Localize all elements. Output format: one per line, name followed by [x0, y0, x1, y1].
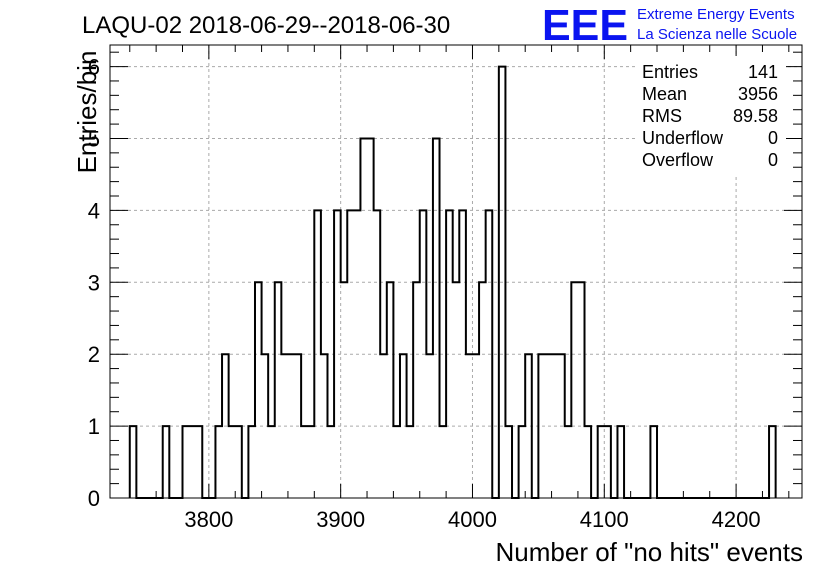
x-axis-label: Number of "no hits" events — [496, 537, 804, 567]
y-tick-label: 2 — [88, 342, 100, 367]
x-tick-label: 4000 — [448, 507, 497, 532]
y-tick-label: 1 — [88, 414, 100, 439]
y-tick-label: 4 — [88, 198, 100, 223]
x-tick-label: 3800 — [184, 507, 233, 532]
logo-tagline-2: La Scienza nelle Scuole — [637, 26, 797, 43]
y-tick-label: 0 — [88, 486, 100, 511]
y-axis-label: Entries/bin — [72, 51, 102, 174]
y-tick-label: 6 — [88, 55, 100, 80]
stats-label: Underflow — [642, 128, 724, 148]
y-tick-label: 5 — [88, 126, 100, 151]
stats-label: Mean — [642, 84, 687, 104]
stats-box-background — [636, 56, 786, 176]
stats-box: Entries 141 Mean 3956 RMS 89.58 Underflow 0 Over… — [636, 56, 786, 176]
x-tick-label: 4100 — [580, 507, 629, 532]
stats-value: 3956 — [738, 84, 778, 104]
stats-value: 0 — [768, 150, 778, 170]
chart-title: LAQU-02 2018-06-29--2018-06-30 — [82, 12, 450, 39]
stats-label: Overflow — [642, 150, 714, 170]
x-tick-label: 3900 — [316, 507, 365, 532]
stats-value: 89.58 — [733, 106, 778, 126]
stats-value: 0 — [768, 128, 778, 148]
eee-logo: EEE Extreme Energy Events La Scienza nel… — [542, 1, 797, 50]
y-tick-label: 3 — [88, 270, 100, 295]
axis-tick-labels: 3800 3900 4000 4100 4200 0 1 2 3 4 5 6 — [88, 55, 761, 532]
x-tick-label: 4200 — [712, 507, 761, 532]
stats-label: RMS — [642, 106, 682, 126]
stats-value: 141 — [748, 62, 778, 82]
plot-frame — [109, 44, 803, 499]
logo-tagline-1: Extreme Energy Events — [637, 6, 795, 23]
stats-label: Entries — [642, 62, 698, 82]
eee-logo-letters: EEE — [542, 1, 628, 50]
histogram-line — [128, 65, 777, 499]
